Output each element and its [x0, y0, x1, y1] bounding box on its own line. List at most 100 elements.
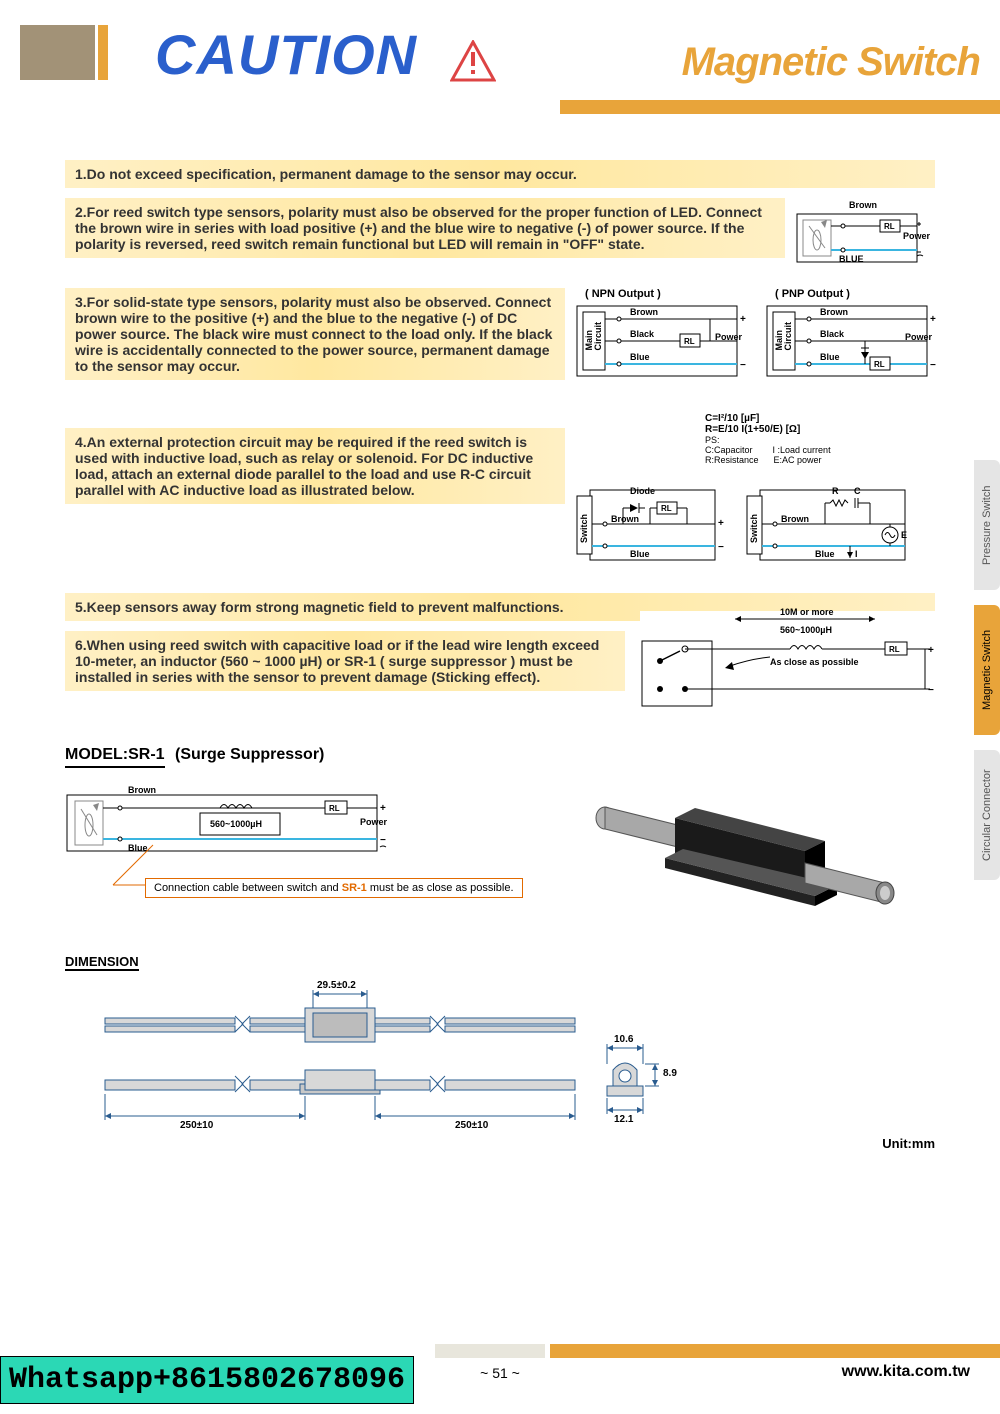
callout-sr1: SR-1 — [342, 882, 367, 894]
formula-cap: C:Capacitor — [705, 445, 753, 455]
diagram-inductor: RL + − 10M or more 560~1000µH As close a… — [640, 611, 935, 721]
svg-text:RL: RL — [661, 504, 672, 513]
diagram-reed: RL Brown BLUE Power — [795, 198, 930, 278]
svg-text:E: E — [901, 530, 907, 540]
pnp-power: Power — [905, 332, 932, 342]
npn-blue: Blue — [630, 352, 650, 362]
npn-title: ( NPN Output ) — [585, 288, 661, 300]
footer-light-bar — [435, 1344, 545, 1358]
caution-title: CAUTION — [155, 22, 417, 87]
sr1-3d-graphic — [555, 763, 855, 883]
diagram-npn: ( NPN Output ) RL + − MainCircuit Brown … — [575, 288, 755, 388]
svg-text:+: + — [380, 803, 386, 814]
svg-text:−: − — [928, 685, 934, 696]
dim-250a: 250±10 — [180, 1120, 213, 1131]
dim-29: 29.5±0.2 — [317, 980, 356, 991]
svg-text:RL: RL — [884, 222, 895, 231]
rc-c: C — [854, 486, 861, 496]
rc-brown: Brown — [781, 514, 809, 524]
svg-text:+: + — [740, 314, 746, 325]
svg-text:RL: RL — [889, 645, 900, 654]
callout-pre: Connection cable between switch and — [154, 882, 342, 894]
rc-blue: Blue — [815, 549, 835, 559]
sr1-brown: Brown — [128, 785, 156, 795]
svg-text:−: − — [718, 542, 724, 553]
svg-text:RL: RL — [684, 337, 695, 346]
tab-pressure-switch[interactable]: Pressure Switch — [974, 460, 1000, 590]
caution-3: 3.For solid-state type sensors, polarity… — [65, 288, 565, 380]
caution-4: 4.An external protection circuit may be … — [65, 428, 565, 504]
diode-switch-label: Switch — [579, 514, 589, 543]
header-brown-block — [20, 25, 95, 80]
diagram-diode: RL + − Switch Diode Brown Blue — [575, 488, 730, 568]
label-brown: Brown — [849, 200, 877, 210]
sr1-callout: Connection cable between switch and SR-1… — [145, 878, 523, 898]
svg-text:RL: RL — [874, 360, 885, 369]
svg-text:−: − — [380, 835, 386, 846]
callout-post: must be as close as possible. — [367, 882, 514, 894]
content-area: 1.Do not exceed specification, permanent… — [65, 160, 935, 1156]
svg-text:+: + — [930, 314, 936, 325]
page-header: CAUTION Magnetic Switch — [0, 0, 1000, 95]
diode-blue: Blue — [630, 549, 650, 559]
caution-1: 1.Do not exceed specification, permanent… — [65, 160, 935, 188]
side-tabs: Pressure Switch Magnetic Switch Circular… — [974, 460, 1000, 895]
header-orange-strip — [98, 25, 108, 80]
formula-ac: E:AC power — [774, 455, 822, 465]
magnetic-switch-title: Magnetic Switch — [682, 40, 980, 85]
pnp-black: Black — [820, 329, 844, 339]
diagram-pnp: ( PNP Output ) RL + − MainCircuit Brown — [765, 288, 945, 388]
caution-2: 2.For reed switch type sensors, polarity… — [65, 198, 785, 258]
npn-brown: Brown — [630, 307, 658, 317]
footer-url: www.kita.com.tw — [842, 1363, 970, 1381]
warning-triangle-icon — [450, 40, 496, 82]
inductor-close: As close as possible — [770, 657, 859, 667]
diagram-rc: E I Switch R C Brown Blue — [745, 488, 920, 568]
dimension-heading: DIMENSION — [65, 954, 139, 971]
tab-magnetic-switch[interactable]: Magnetic Switch — [974, 605, 1000, 735]
model-heading: MODEL:SR-1 — [65, 746, 165, 768]
svg-text:+: + — [928, 645, 934, 656]
formula-res: R:Resistance — [705, 455, 759, 465]
rc-switch-label: Switch — [749, 514, 759, 543]
main-circuit-label: MainCircuit — [585, 322, 603, 351]
dim-89: 8.9 — [663, 1068, 677, 1079]
npn-black: Black — [630, 329, 654, 339]
footer-orange-bar — [550, 1344, 1000, 1358]
pnp-title: ( PNP Output ) — [775, 288, 850, 300]
formula-r: R=E/10 I(1+50/E) [Ω] — [705, 424, 935, 435]
sr1-uh: 560~1000µH — [210, 819, 262, 829]
diode-brown: Brown — [611, 514, 639, 524]
page-number: ~ 51 ~ — [480, 1365, 520, 1381]
pnp-blue: Blue — [820, 352, 840, 362]
dim-121: 12.1 — [614, 1114, 633, 1125]
dim-250b: 250±10 — [455, 1120, 488, 1131]
svg-text:RL: RL — [329, 804, 340, 813]
model-bold: MODEL:SR-1 — [65, 746, 165, 763]
caution-6: 6.When using reed switch with capacitive… — [65, 631, 625, 691]
unit: Unit:mm — [882, 1136, 935, 1151]
tab-circular-connector[interactable]: Circular Connector — [974, 750, 1000, 880]
pnp-brown: Brown — [820, 307, 848, 317]
rc-r: R — [832, 486, 839, 496]
dimension-drawing: 29.5±0.2 10.6 8.9 12.1 250±10 250±10 Uni… — [65, 986, 935, 1156]
formula-c: C=I²/10 [µF] — [705, 413, 935, 424]
dim-106: 10.6 — [614, 1034, 633, 1045]
inductor-length: 10M or more — [780, 607, 834, 617]
inductor-uh: 560~1000µH — [780, 625, 832, 635]
svg-text:−: − — [930, 360, 936, 371]
diode-label: Diode — [630, 486, 655, 496]
pnp-main-circuit: MainCircuit — [775, 322, 793, 351]
formula-ps: PS: — [705, 435, 935, 445]
npn-power: Power — [715, 332, 742, 342]
header-orange-bar — [560, 100, 1000, 114]
whatsapp-badge: Whatsapp+8615802678096 — [0, 1356, 414, 1404]
formula-load: I :Load current — [773, 445, 831, 455]
model-rest: (Surge Suppressor) — [175, 746, 324, 763]
label-blue: BLUE — [839, 254, 864, 264]
svg-text:I: I — [855, 549, 858, 559]
rc-formula: C=I²/10 [µF] R=E/10 I(1+50/E) [Ω] PS: C:… — [705, 413, 935, 465]
svg-text:−: − — [740, 360, 746, 371]
label-power: Power — [903, 231, 930, 241]
svg-text:+: + — [718, 518, 724, 529]
